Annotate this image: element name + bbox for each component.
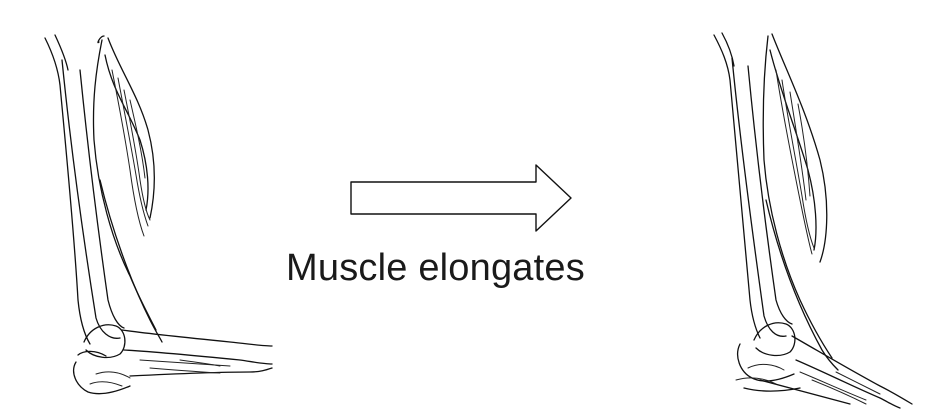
caption-label: Muscle elongates (286, 247, 585, 289)
flexed-arm-icon (44, 34, 273, 395)
